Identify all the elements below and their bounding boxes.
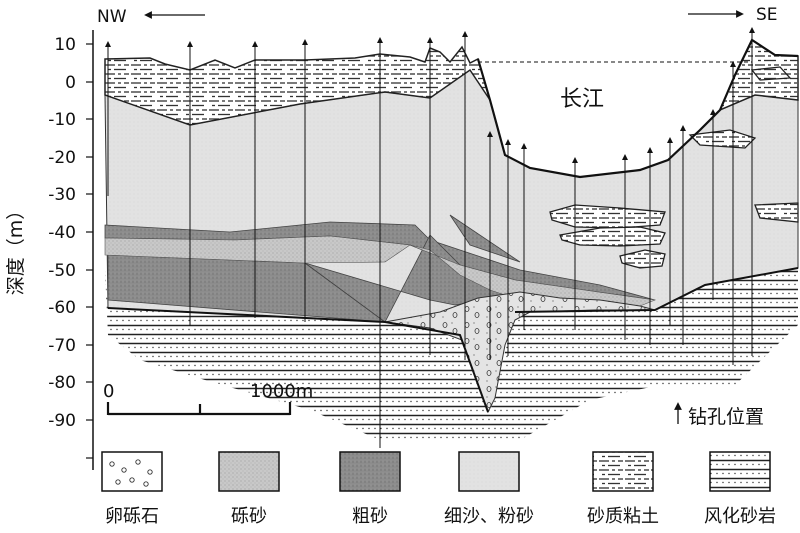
depth-tick-label: -70 xyxy=(48,336,76,356)
clay-lens-4 xyxy=(750,66,792,81)
clay-lens-1 xyxy=(549,204,666,229)
clay-lens-5 xyxy=(688,129,757,149)
nw-label: NW xyxy=(97,7,127,27)
legend-label: 粗砂 xyxy=(352,506,388,527)
gravel-sand-band-1 xyxy=(104,235,411,264)
direction-nw: NW xyxy=(97,7,205,27)
depth-tick-label: -80 xyxy=(48,373,76,393)
legend-item: 细沙、粉砂 xyxy=(444,451,534,527)
legend: 卵砾石 砾砂 粗砂 细沙、粉砂 砂质粘土 风化砂岩 xyxy=(101,451,776,527)
scale-end-label: 1000m xyxy=(250,381,313,402)
sandy-clay-left xyxy=(104,45,491,126)
gravel-sand-pattern xyxy=(218,451,280,492)
clay-lens-6 xyxy=(754,202,799,223)
depth-tick-label: 10 xyxy=(54,35,76,55)
fine-sand-pattern xyxy=(458,451,520,492)
coarse-sand-pattern xyxy=(339,451,401,492)
direction-se: SE xyxy=(688,5,778,25)
depth-axis: 10 0 -10 -20 -30 -40 -50 -60 -70 -80 -90… xyxy=(5,30,94,470)
legend-item: 卵砾石 xyxy=(101,451,163,527)
legend-label: 风化砂岩 xyxy=(704,506,776,527)
scale-bar: 0 1000m xyxy=(103,381,313,416)
fine-sand-base-line xyxy=(107,307,489,413)
legend-item: 砂质粘土 xyxy=(587,451,659,527)
legend-item: 风化砂岩 xyxy=(704,451,776,527)
depth-tick-label: -20 xyxy=(48,148,76,168)
depth-tick-label: -50 xyxy=(48,261,76,281)
depth-tick-label: -10 xyxy=(48,110,76,130)
borehole-lines xyxy=(105,27,755,448)
legend-label: 砂质粘土 xyxy=(587,506,659,527)
legend-item: 粗砂 xyxy=(339,451,401,527)
depth-tick-label: -40 xyxy=(48,223,76,243)
se-label: SE xyxy=(756,5,778,25)
weathered-sandstone-pattern xyxy=(709,451,771,492)
scale-start-label: 0 xyxy=(103,381,114,402)
coarse-sand-lens-4 xyxy=(449,214,521,263)
depth-tick-label: -30 xyxy=(48,185,76,205)
depth-tick-label: 0 xyxy=(65,73,76,93)
borehole-note: 钻孔位置 xyxy=(674,402,764,428)
cross-section-body xyxy=(104,38,799,440)
clay-lens-2 xyxy=(559,226,666,247)
depth-tick-label: -90 xyxy=(48,411,76,431)
depth-tick-label: -60 xyxy=(48,298,76,318)
legend-label: 砾砂 xyxy=(231,506,267,527)
legend-item: 砾砂 xyxy=(218,451,280,527)
sandy-clay-pattern xyxy=(592,451,654,492)
clay-lens-3 xyxy=(619,249,666,269)
legend-label: 细沙、粉砂 xyxy=(444,506,534,527)
river-label: 长江 xyxy=(560,87,604,112)
legend-label: 卵砾石 xyxy=(105,506,159,527)
pebble-pattern xyxy=(101,451,163,492)
depth-axis-label: 深度（m） xyxy=(5,201,27,296)
borehole-note-label: 钻孔位置 xyxy=(688,406,764,428)
